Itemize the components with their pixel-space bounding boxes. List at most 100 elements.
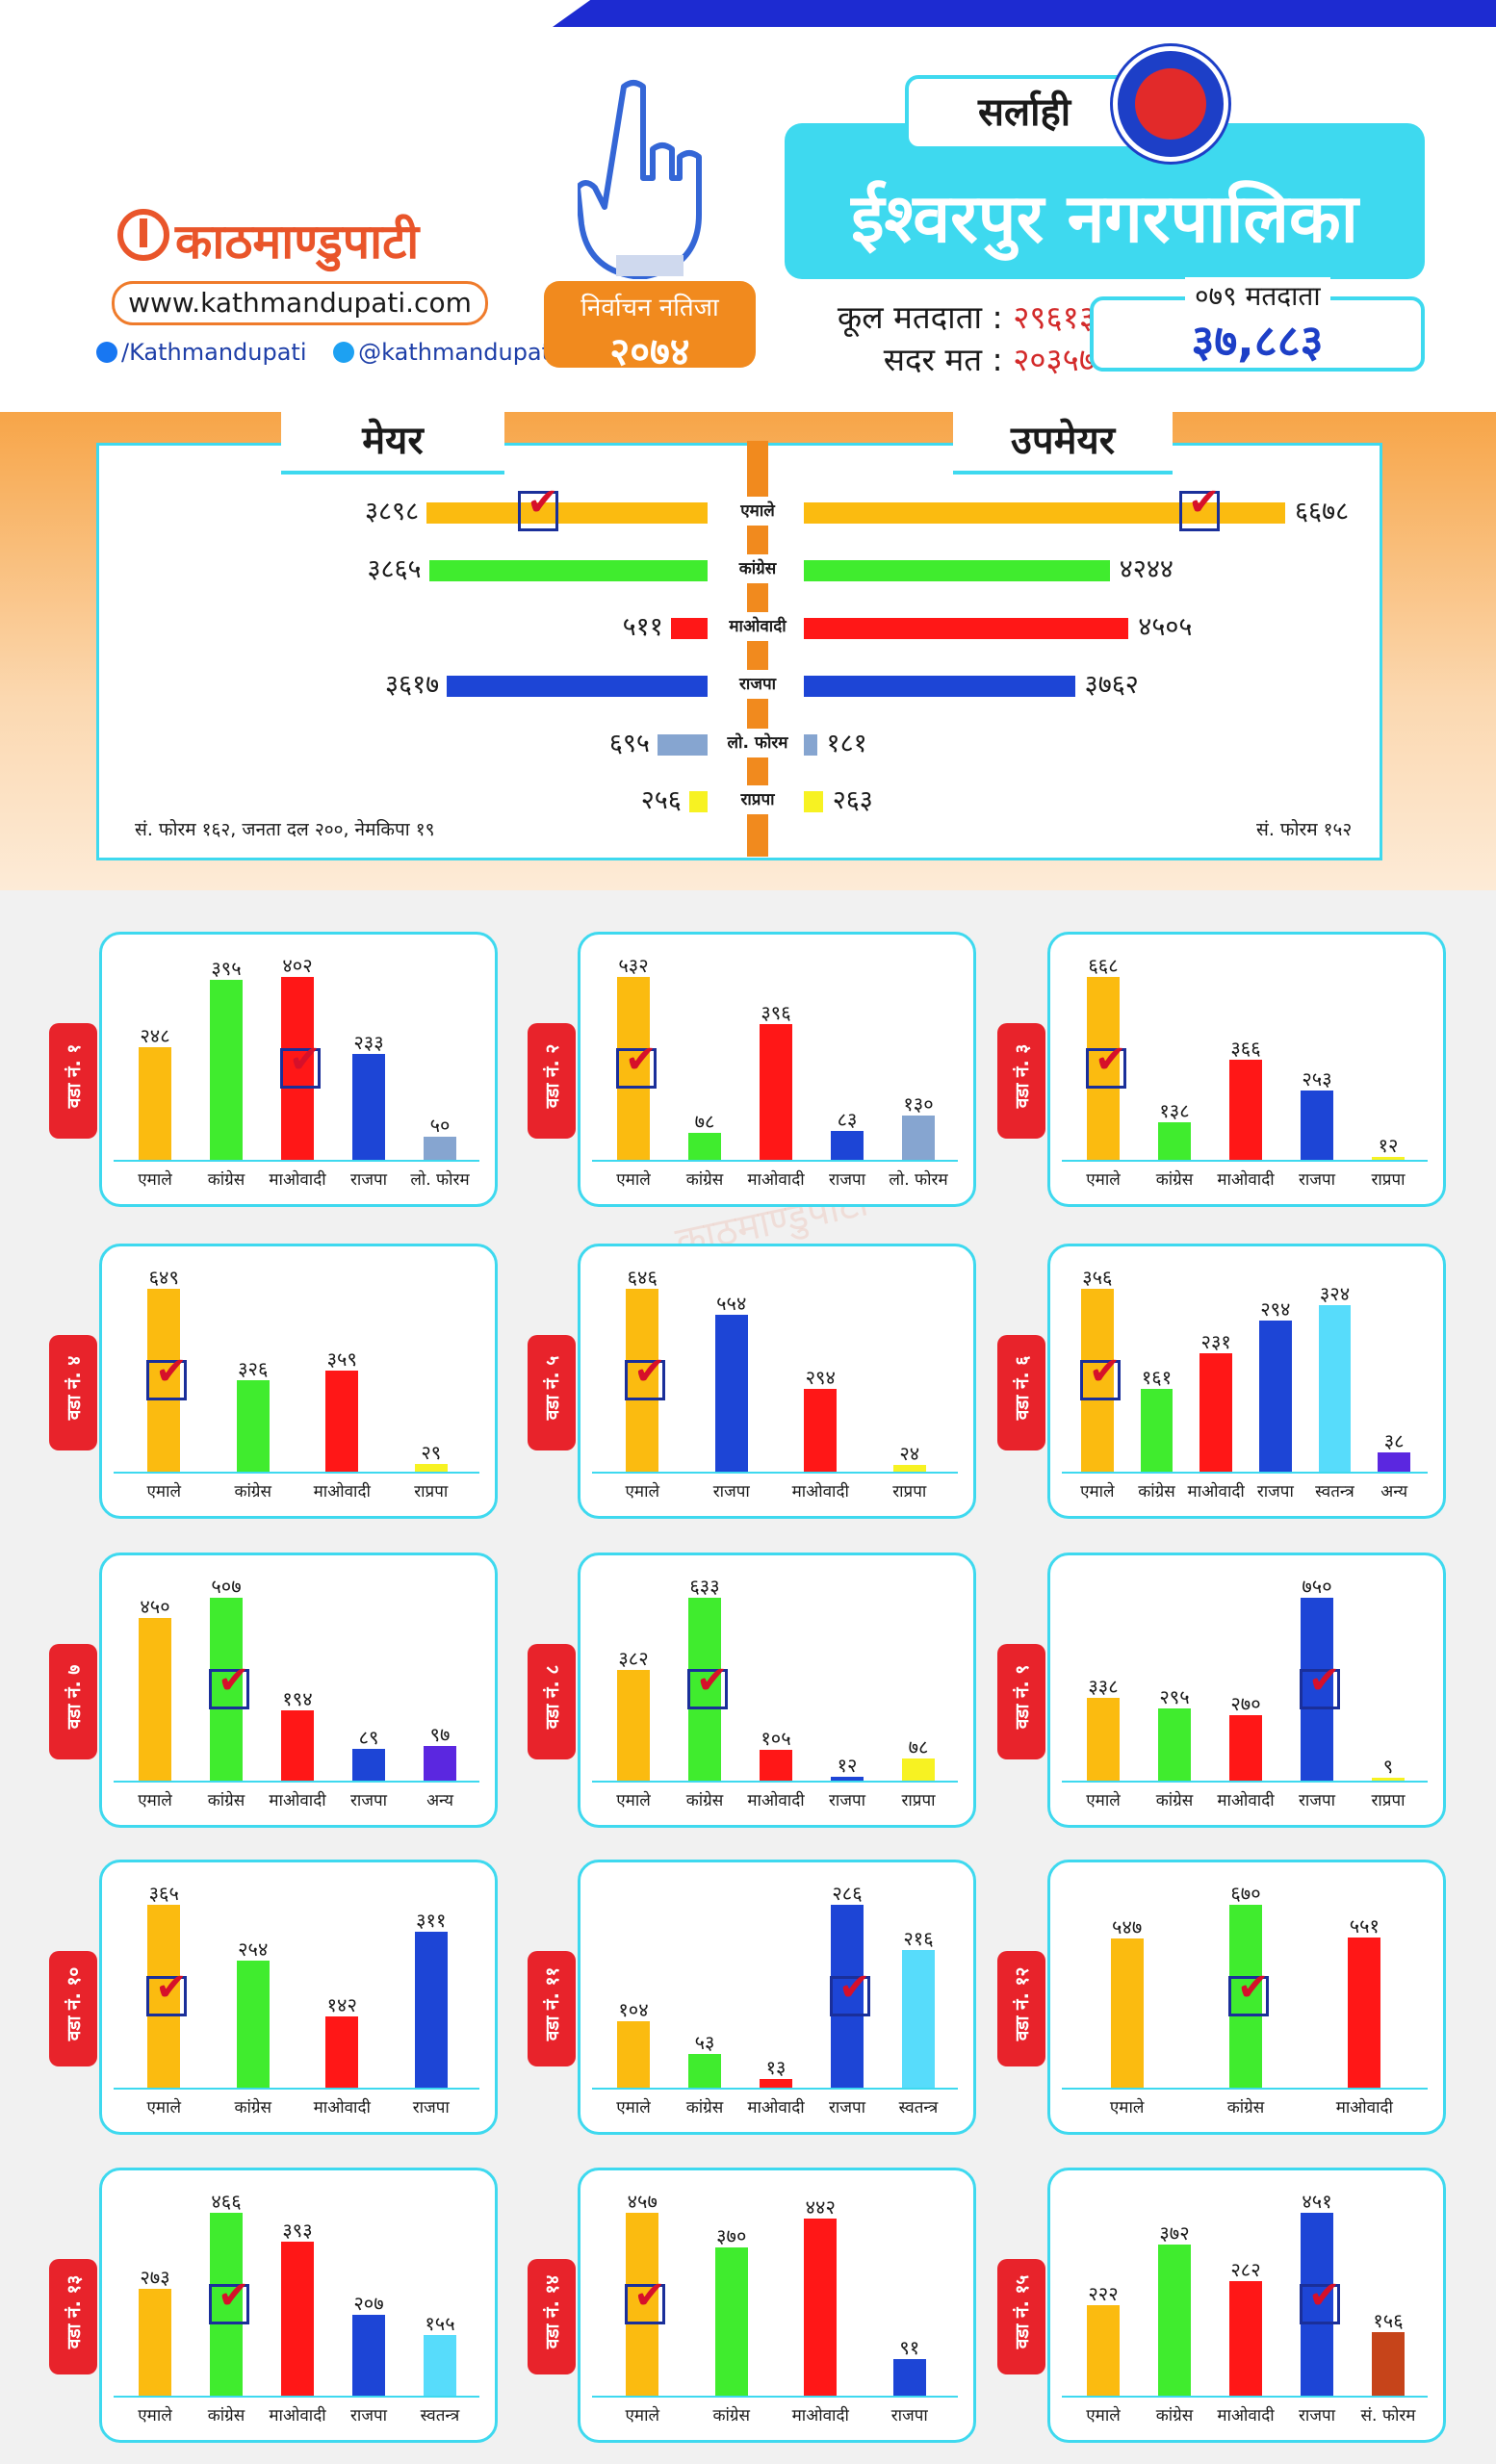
ward-bar-label: कांग्रेस [712,2406,751,2426]
ward-bar-label: अन्य [426,1791,453,1810]
mayor-value: २५६ [640,785,682,815]
ward-bar-label: अन्य [1380,1482,1408,1502]
ward-bar-value: ४४२ [805,2195,836,2220]
ward-label: वडा नं. ३ [1012,1043,1033,1109]
ward-bar-label: माओवादी [791,2406,849,2426]
ward-label: वडा नं. ७ [64,1664,85,1730]
ward-bar-value: ६४६ [627,1266,658,1289]
ward-bar-label: राप्रपा [1371,1170,1406,1190]
ward-bar [617,1670,650,1781]
ward-bar [1372,1778,1405,1781]
ward-bar-label: एमाले [138,2406,172,2426]
ward-bar-value: २७० [1230,1691,1261,1715]
municipality-name: ईश्वरपुर नगरपालिका [851,179,1358,258]
ward-bar-value: ३५९ [326,1347,357,1371]
ward-label: वडा नं. १ [64,1043,85,1109]
ward-bar [1158,2245,1191,2396]
social-links: /Kathmandupati @kathmandupati1 [96,339,591,366]
ward-bar-value: ३६६ [1230,1036,1261,1060]
ward-bar [1301,1091,1333,1160]
ward-bar [902,1949,935,2088]
ward-tag: वडा नं. १ [49,1023,97,1139]
ward-bar [1158,1708,1191,1781]
ward-bar [1372,1156,1405,1160]
ward-bar [414,1463,448,1472]
ward-bar [414,1932,448,2088]
ward-bar-label: एमाले [1086,2406,1121,2426]
ward-bar-value: ४५७ [627,2190,658,2213]
ward-bar-label: एमाले [146,2098,182,2118]
mayor-bar [688,791,708,812]
ward-bar [236,1960,270,2088]
mayor-value: ३८९८ [364,497,420,526]
ward-bar-label: कांग्रेस [1226,2098,1265,2118]
twitter-link[interactable]: @kathmandupati1 [333,339,572,366]
deputy-bar [804,560,1110,581]
ward-label: वडा नं. ९ [1012,1664,1033,1730]
ward-tag: वडा नं. ११ [528,1951,576,2066]
ward-bar-label: एमाले [625,2406,660,2426]
deputy-value: १८१ [826,729,867,758]
ward-tag: वडा नं. ६ [997,1335,1045,1450]
ward-bar-label: राजपा [412,2098,450,2118]
ward-bar-label: एमाले [625,1482,660,1502]
party-label: राप्रपा [714,785,801,814]
ward-bar-value: ३२४ [1319,1282,1351,1306]
ward-bar [352,2314,385,2396]
ward-bar-label: माओवादी [1217,1791,1275,1810]
deputy-value: ६६७८ [1295,497,1350,526]
ward-bar-value: ५५१ [1349,1913,1380,1938]
ward-bar-value: ३७० [716,2224,747,2248]
ward-tag: वडा नं. १३ [49,2259,97,2374]
ward-bar-label: राजपा [349,1170,388,1190]
ward-bar-value: ५० [429,1114,451,1138]
ward-bar [760,1023,792,1160]
district-name: सर्लाही [905,75,1144,150]
winner-check-icon [625,1349,666,1400]
ward-label: वडा नं. २ [542,1043,563,1109]
ward-panel: ५३२ एमाले ७८ कांग्रेस ३९६ माओवादी ८३ राजपा १३० लो… [578,932,976,1207]
ward-bar [139,1046,171,1160]
ward-bar-label: कांग्रेस [207,1170,245,1190]
ward-bar-value: २५४ [238,1937,269,1961]
election-commission-seal-icon [1113,46,1228,162]
facebook-link[interactable]: /Kathmandupati [96,339,307,366]
ward-bar-label: राजपा [828,1791,866,1810]
chart-baseline [592,1160,958,1162]
voter-stats: कूल मतदाता : २९६१३ सदर मत : २०३५७ [787,296,1096,381]
election-result-badge: निर्वाचन नतिजा २०७४ [544,281,756,374]
ward-panel: ४५७ एमाले ३७० कांग्रेस ४४२ माओवादी ९१ राजपा [578,2168,976,2443]
ward-bar-value: २९४ [805,1365,836,1389]
ward-bar [236,1379,270,1472]
ward-bar-label: राजपा [828,1170,866,1190]
ward-bar [1258,1321,1292,1472]
ward-bar [1372,2332,1405,2396]
mayor-bar [426,502,708,524]
ward-bar-label: कांग्रेस [685,1170,724,1190]
ward-panel: ३६५ एमाले २५४ कांग्रेस १४२ माओवादी ३११ राजपा [99,1860,498,2135]
ward-bar-value: ६७० [1230,1882,1261,1905]
chart-baseline [1062,1472,1428,1474]
ward-bar-label: माओवादी [269,1170,326,1190]
ward-bar-value: २०७ [353,2291,384,2315]
winner-check-icon [830,1965,871,2016]
mayor-bar [670,618,708,639]
ward-bar [1199,1352,1233,1472]
ward-label: वडा नं. १४ [542,2274,563,2349]
mayor-value: ५११ [622,612,663,642]
ward-bar [1140,1389,1174,1472]
deputy-bar [804,618,1129,639]
ward-bar-value: २७३ [140,2265,170,2289]
mayor-value: ३८६५ [367,554,422,584]
ward-bar-value: ७५० [1302,1575,1332,1598]
ward-bar [1348,1937,1381,2088]
ward-bar [760,2079,792,2088]
ward-bar-label: राजपा [1256,1482,1294,1502]
ward-bar-value: २४८ [140,1023,170,1047]
website-link[interactable]: www.kathmandupati.com [112,281,488,325]
ward-panel: २७३ एमाले ४६६ कांग्रेस ३९३ माओवादी २०७ राजपा १५५… [99,2168,498,2443]
total-voters-row: कूल मतदाता : २९६१३ [787,296,1096,339]
party-label: कांग्रेस [714,554,801,583]
ward-bar-label: माओवादी [747,1791,805,1810]
ward-bar-value: ६४९ [148,1266,179,1289]
